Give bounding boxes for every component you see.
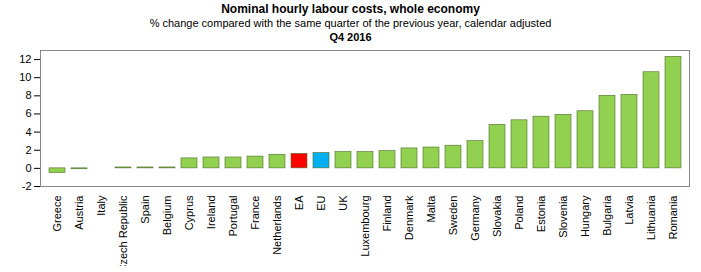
svg-text:Belgium: Belgium bbox=[161, 196, 173, 236]
svg-text:Romania: Romania bbox=[667, 195, 679, 240]
svg-text:Netherlands: Netherlands bbox=[271, 195, 283, 255]
svg-text:EA: EA bbox=[293, 195, 305, 210]
svg-text:2: 2 bbox=[25, 144, 31, 156]
svg-text:Finland: Finland bbox=[381, 196, 393, 232]
html-text:% change compared with the sam: % change compared with the same quarter … bbox=[149, 17, 552, 29]
svg-text:Cyprus: Cyprus bbox=[183, 195, 195, 230]
svg-text:Latvia: Latvia bbox=[623, 195, 635, 225]
svg-text:Slovakia: Slovakia bbox=[491, 195, 503, 237]
svg-text:Ireland: Ireland bbox=[205, 196, 217, 230]
svg-text:Greece: Greece bbox=[51, 196, 63, 232]
svg-text:Portugal: Portugal bbox=[227, 196, 239, 237]
svg-text:France: France bbox=[249, 196, 261, 230]
svg-text:8: 8 bbox=[25, 89, 31, 101]
svg-text:Luxembourg: Luxembourg bbox=[359, 196, 371, 257]
svg-text:Slovenia: Slovenia bbox=[557, 195, 569, 238]
svg-text:6: 6 bbox=[25, 107, 31, 119]
svg-text:Germany: Germany bbox=[469, 195, 481, 241]
svg-text:Bulgaria: Bulgaria bbox=[601, 195, 613, 236]
svg-text:Austria: Austria bbox=[73, 195, 85, 230]
html-text:Nominal hourly labour costs, w: Nominal hourly labour costs, whole econo… bbox=[221, 2, 480, 16]
svg-text:Hungary: Hungary bbox=[579, 195, 591, 237]
svg-text:Denmark: Denmark bbox=[403, 195, 415, 240]
svg-text:10: 10 bbox=[19, 71, 31, 83]
svg-text:UK: UK bbox=[337, 195, 349, 211]
svg-text:Malta: Malta bbox=[425, 195, 437, 223]
svg-text:-2: -2 bbox=[22, 180, 32, 192]
svg-text:Lithuania: Lithuania bbox=[645, 195, 657, 241]
svg-text:4: 4 bbox=[25, 126, 31, 138]
svg-text:Poland: Poland bbox=[513, 196, 525, 230]
svg-text:Spain: Spain bbox=[139, 196, 151, 224]
svg-text:0: 0 bbox=[25, 162, 31, 174]
svg-text:Italy: Italy bbox=[95, 195, 107, 216]
html-text:Q4 2016: Q4 2016 bbox=[329, 31, 372, 43]
svg-text:EU: EU bbox=[315, 195, 327, 210]
svg-text:Sweden: Sweden bbox=[447, 196, 459, 236]
svg-text:Estonia: Estonia bbox=[535, 195, 547, 233]
svg-text:12: 12 bbox=[19, 53, 31, 65]
svg-text:Czech Republic: Czech Republic bbox=[117, 195, 129, 266]
